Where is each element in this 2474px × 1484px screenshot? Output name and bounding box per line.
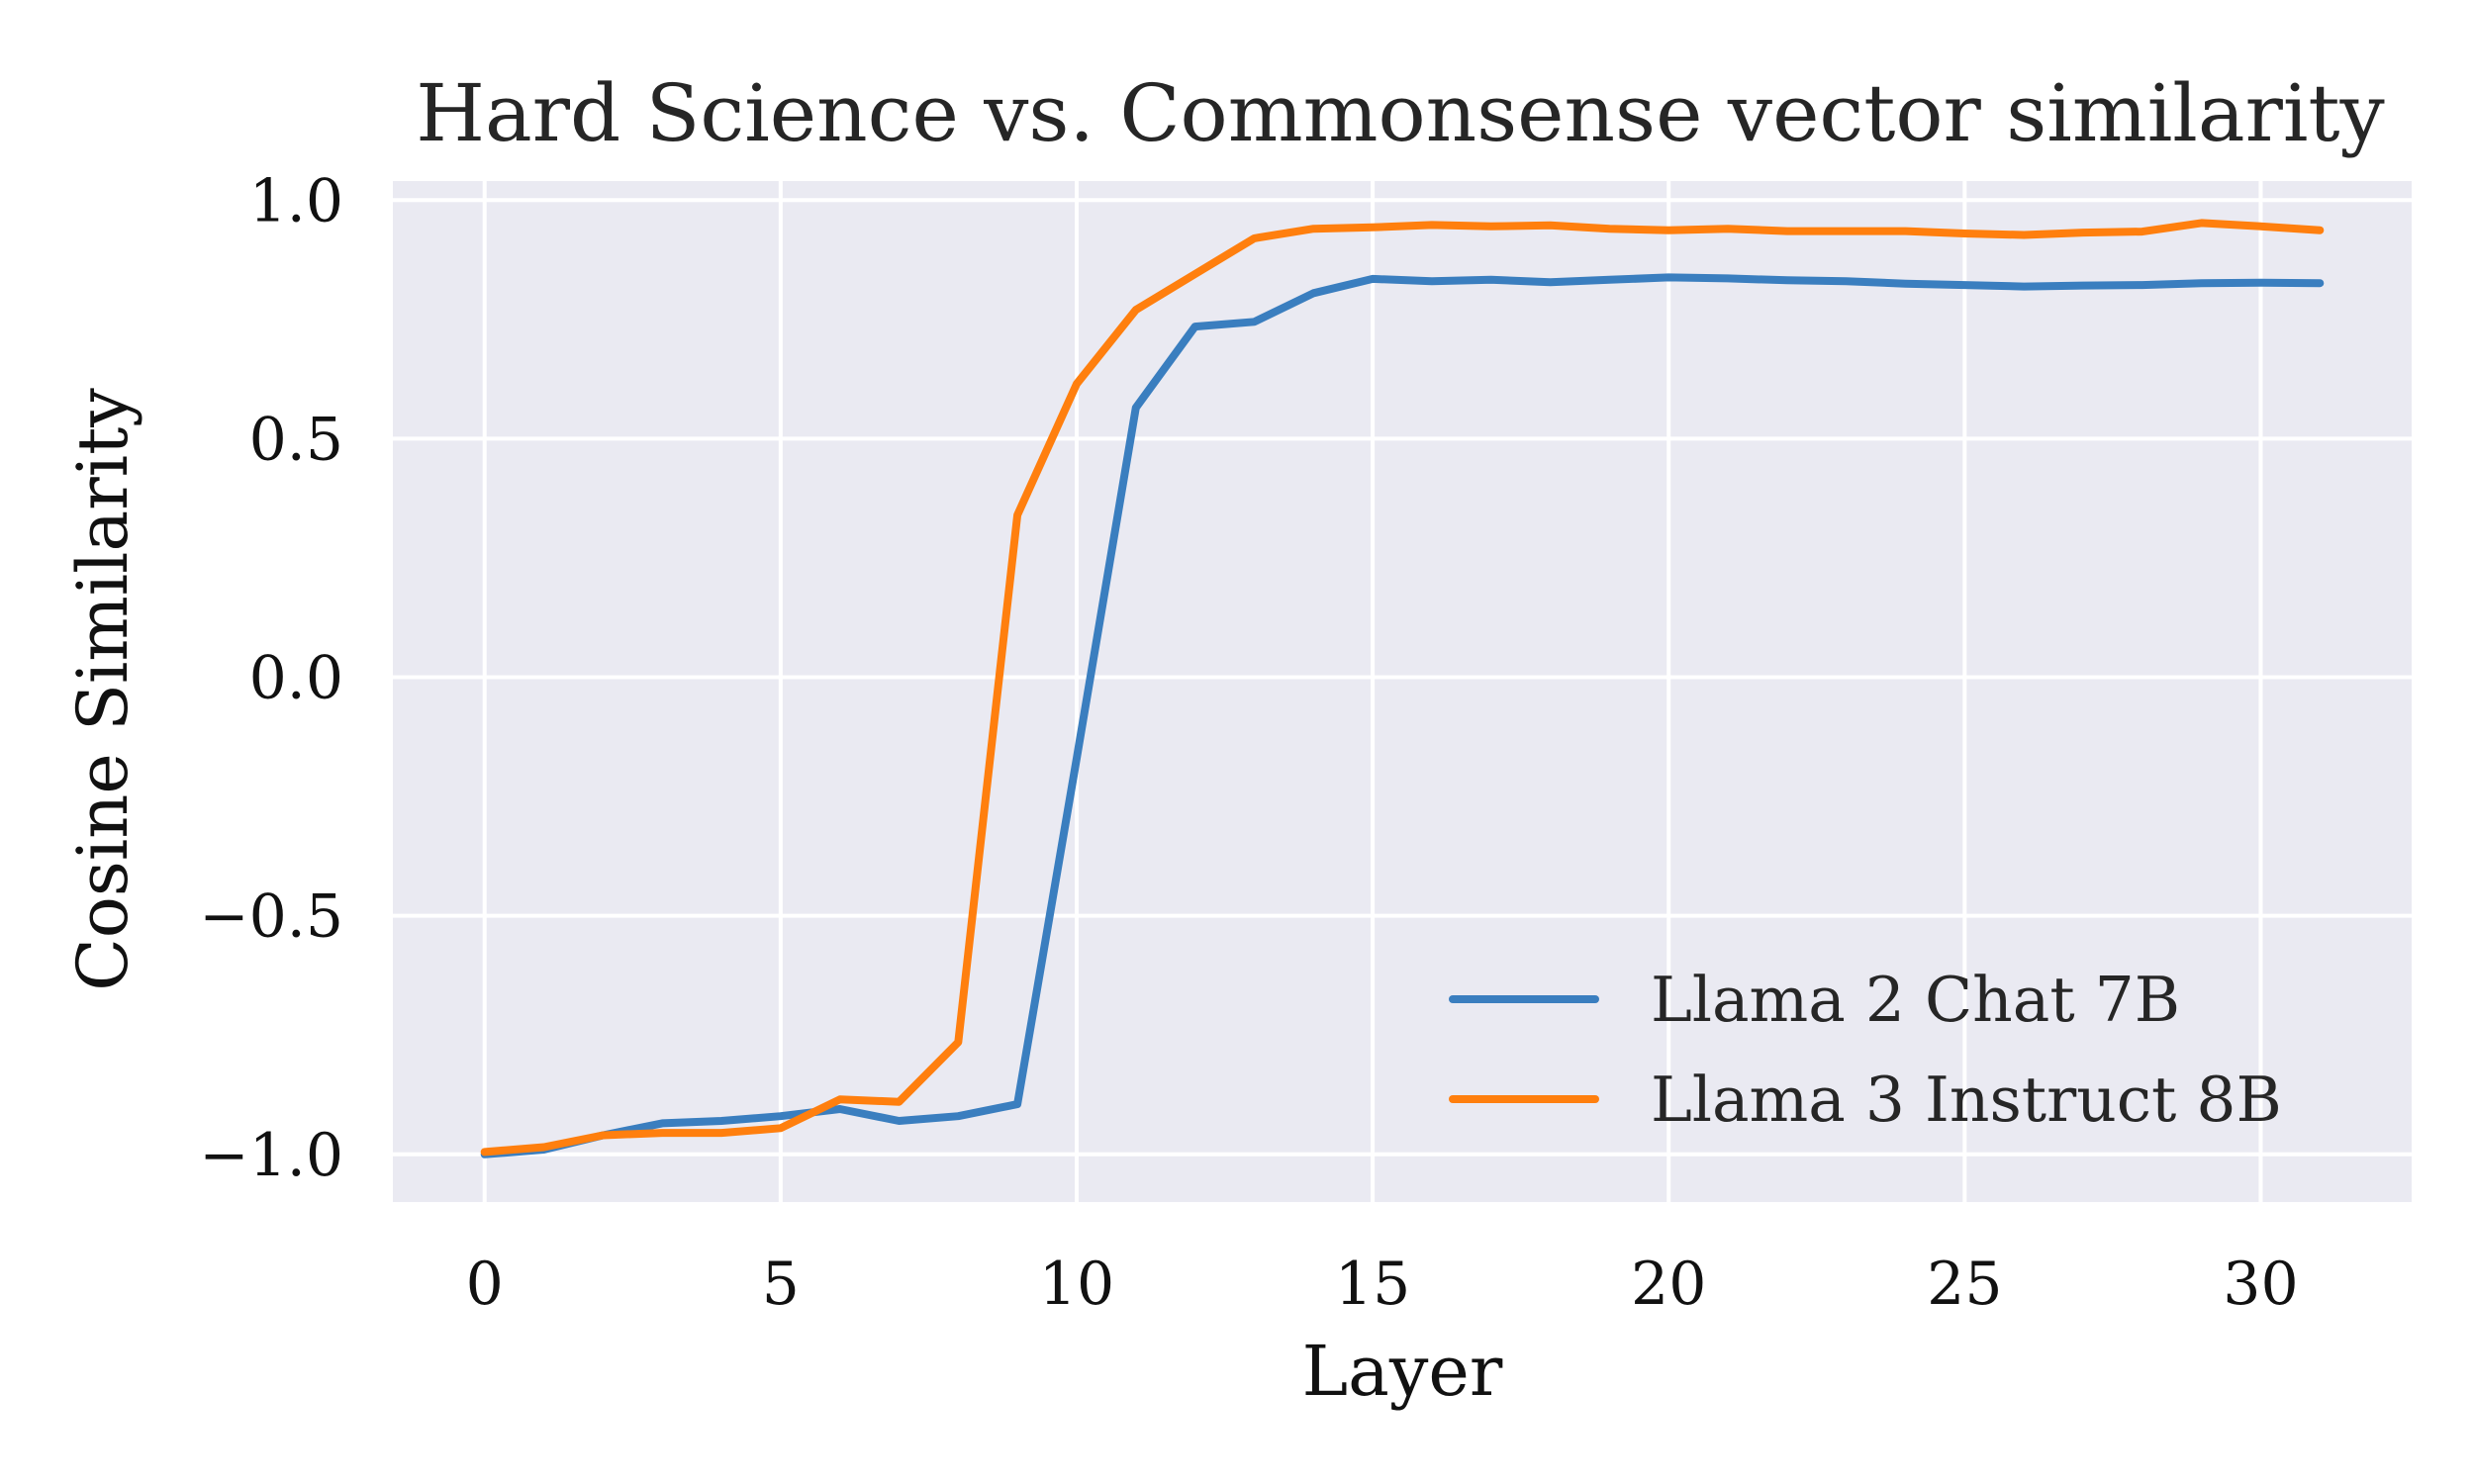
x-tick-labels: 0 5 10 15 20 25 30 — [466, 1250, 2299, 1319]
x-tick-label: 5 — [762, 1250, 800, 1319]
x-tick-label: 30 — [2223, 1250, 2298, 1319]
y-tick-label: 0.0 — [249, 644, 343, 713]
legend-label-llama-3: Llama 3 Instruct 8B — [1651, 1064, 2282, 1136]
x-tick-label: 15 — [1335, 1250, 1410, 1319]
chart-title: Hard Science vs. Commonsense vector simi… — [416, 67, 2385, 159]
plot-background — [393, 181, 2412, 1202]
y-tick-label: −0.5 — [199, 882, 343, 952]
series-line-1 — [480, 219, 2325, 1157]
x-tick-label: 20 — [1631, 1250, 1706, 1319]
x-tick-label: 25 — [1927, 1250, 2002, 1319]
y-tick-label: −1.0 — [199, 1121, 343, 1190]
grid-lines — [393, 181, 2412, 1202]
y-tick-labels: −1.0 −0.5 0.0 0.5 1.0 — [199, 166, 343, 1189]
series-line-0 — [480, 273, 2325, 1159]
x-axis-label: Layer — [1302, 1331, 1503, 1412]
y-tick-label: 1.0 — [249, 166, 343, 235]
legend-label-llama-2: Llama 2 Chat 7B — [1651, 964, 2180, 1036]
y-tick-label: 0.5 — [249, 405, 343, 474]
y-axis-label: Cosine Similarity — [62, 388, 143, 991]
x-tick-label: 10 — [1039, 1250, 1114, 1319]
series-lines — [480, 219, 2325, 1159]
legend: Llama 2 Chat 7B Llama 3 Instruct 8B — [1449, 964, 2282, 1136]
x-tick-label: 0 — [466, 1250, 504, 1319]
